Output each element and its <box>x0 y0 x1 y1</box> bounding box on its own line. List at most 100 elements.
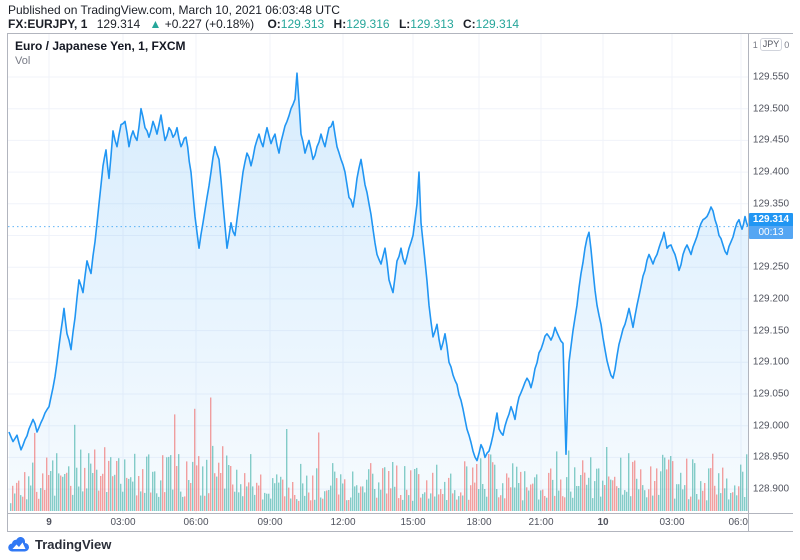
volume-bar <box>176 466 178 511</box>
volume-bar <box>426 480 428 511</box>
volume-bar <box>486 496 488 511</box>
volume-bar <box>70 485 72 511</box>
volume-bar <box>550 468 552 511</box>
volume-bar <box>696 494 698 511</box>
volume-bar <box>444 481 446 511</box>
volume-bar <box>142 469 144 511</box>
volume-bar <box>180 491 182 511</box>
time-axis-label: 9 <box>46 517 52 528</box>
volume-bar <box>616 486 618 511</box>
volume-bar <box>246 486 248 511</box>
price-axis[interactable]: 1 JPY 0 129.314 00:13 129.550 129.500 129.… <box>748 34 793 513</box>
symbol-interval: 1 <box>80 17 88 31</box>
volume-bar <box>34 432 36 511</box>
volume-bar <box>108 460 110 511</box>
volume-bar <box>498 497 500 511</box>
time-axis[interactable]: 9 03:00 06:00 09:00 12:00 15:00 18:00 21:00 10 03… <box>8 513 754 531</box>
volume-bar <box>66 472 68 511</box>
volume-bar <box>382 468 384 511</box>
volume-bar <box>42 473 44 511</box>
volume-bar <box>312 475 314 511</box>
volume-bar <box>712 453 714 511</box>
price-axis-label: 129.200 <box>752 293 790 305</box>
volume-bar <box>320 497 322 511</box>
volume-bar <box>662 454 664 511</box>
volume-bar <box>440 489 442 511</box>
price-chart-plot[interactable] <box>8 34 748 513</box>
volume-bar <box>576 486 578 511</box>
volume-bar <box>448 477 450 511</box>
volume-bar <box>722 467 724 511</box>
volume-bar <box>628 453 630 511</box>
volume-bar <box>718 473 720 511</box>
volume-bar <box>464 461 466 511</box>
volume-bar <box>236 469 238 511</box>
volume-bar <box>274 483 276 511</box>
volume-bar <box>328 490 330 511</box>
volume-bar <box>580 475 582 511</box>
volume-bar <box>726 478 728 511</box>
published-line: Published on TradingView.com, March 10, … <box>8 3 340 17</box>
volume-bar <box>544 496 546 511</box>
volume-bar <box>596 468 598 511</box>
volume-bar <box>272 478 274 511</box>
tradingview-brand-text: TradingView <box>35 537 112 552</box>
volume-bar <box>724 488 726 511</box>
volume-bar <box>288 487 290 511</box>
axis-chip-unit[interactable]: JPY <box>759 38 783 51</box>
volume-bar <box>590 457 592 511</box>
volume-bar <box>254 494 256 511</box>
volume-bar <box>50 471 52 511</box>
volume-bar <box>282 479 284 511</box>
volume-bar <box>80 449 82 511</box>
volume-bar <box>436 464 438 511</box>
volume-bar <box>190 483 192 511</box>
volume-bar <box>262 499 264 511</box>
volume-bar <box>214 473 216 511</box>
price-change: +0.227 (+0.18%) <box>164 17 255 31</box>
volume-bar <box>132 481 134 511</box>
volume-bar <box>430 493 432 511</box>
volume-bar <box>482 484 484 511</box>
volume-bar <box>470 485 472 511</box>
volume-bar <box>650 466 652 511</box>
volume-bar <box>110 457 112 511</box>
volume-bar <box>222 446 224 511</box>
volume-bar <box>462 495 464 511</box>
volume-bar <box>196 465 198 511</box>
volume-bar <box>134 453 136 511</box>
low-value: 129.313 <box>410 17 454 31</box>
tradingview-attribution[interactable]: TradingView <box>8 537 111 552</box>
volume-bar <box>622 494 624 511</box>
volume-bar <box>224 488 226 511</box>
volume-bar <box>686 458 688 511</box>
time-axis-label: 03:00 <box>110 517 136 528</box>
volume-bar <box>472 467 474 511</box>
volume-bar <box>746 454 748 511</box>
volume-bar <box>502 483 504 511</box>
volume-bar <box>658 494 660 511</box>
volume-bar <box>238 492 240 511</box>
volume-bar <box>540 490 542 511</box>
volume-bar <box>240 484 242 511</box>
price-axis-label: 128.950 <box>752 451 790 463</box>
volume-bar <box>552 479 554 511</box>
bar-countdown: 00:13 <box>749 225 793 239</box>
volume-bar <box>678 484 680 511</box>
volume-bar <box>392 462 394 511</box>
time-axis-label: 06:00 <box>728 517 754 528</box>
volume-bar <box>318 432 320 511</box>
volume-bar <box>558 490 560 511</box>
volume-bar <box>614 476 616 511</box>
volume-bar <box>588 477 590 511</box>
symbol-info-bar: FX:EURJPY, 1 129.314 ▲ +0.227 (+0.18%) O… <box>8 17 519 31</box>
volume-bar <box>242 496 244 511</box>
volume-bar <box>554 495 556 511</box>
volume-bar <box>78 486 80 511</box>
volume-bar <box>630 496 632 511</box>
volume-bar <box>446 500 448 511</box>
volume-bar <box>48 475 50 511</box>
close-label: C: <box>463 17 476 31</box>
volume-bar <box>82 491 84 511</box>
volume-bar <box>414 469 416 511</box>
